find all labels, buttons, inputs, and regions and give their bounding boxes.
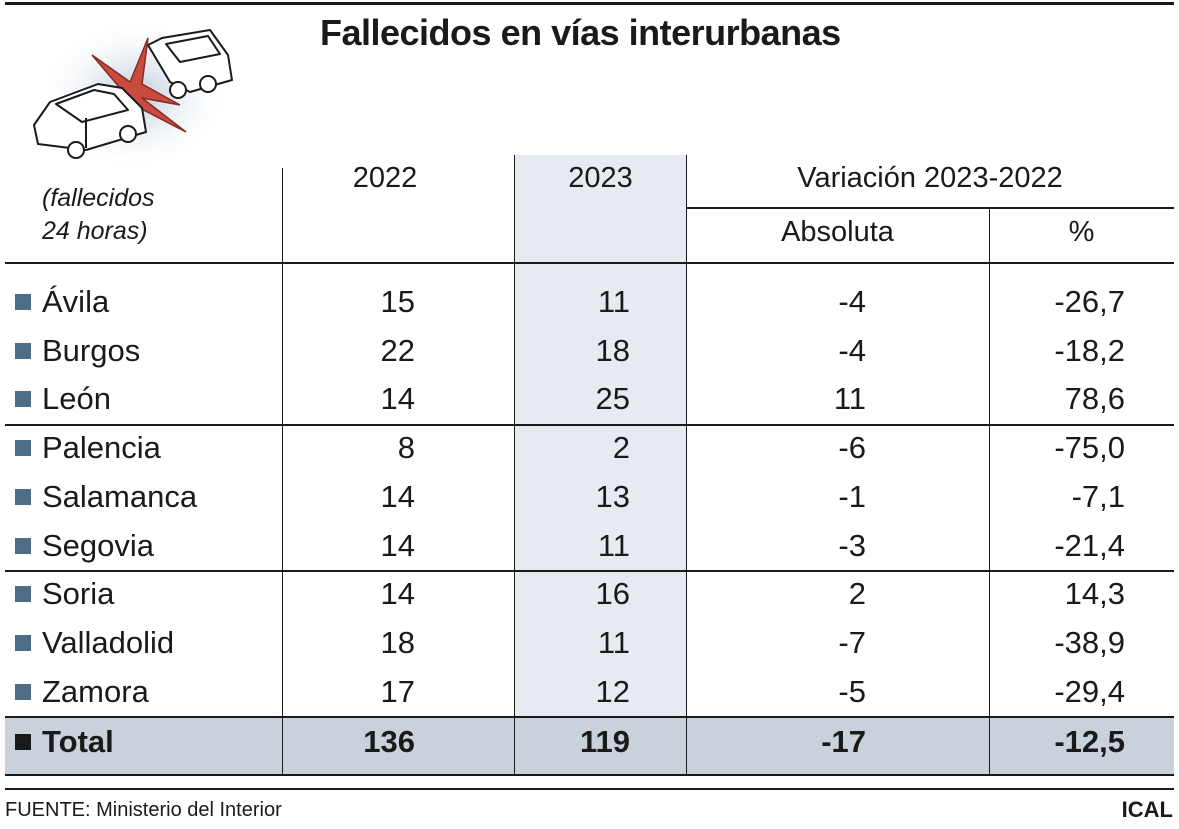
total-percent: -12,5: [1054, 724, 1125, 759]
cell-percent: -38,9: [1054, 625, 1125, 660]
row-label: Zamora: [42, 674, 149, 709]
top-rule: [5, 2, 1174, 5]
row-marker: [15, 343, 31, 359]
column-divider: [514, 155, 515, 775]
cell-2023: 16: [595, 576, 630, 611]
row-label: Ávila: [42, 284, 110, 319]
cell-2023: 25: [595, 381, 630, 416]
cell-2023: 11: [597, 528, 630, 563]
row-label: León: [42, 381, 111, 416]
total-rule: [5, 716, 1174, 718]
header-absolute: Absoluta: [781, 216, 894, 248]
unit-note-line-1: (fallecidos: [42, 184, 155, 212]
cell-percent: -29,4: [1054, 674, 1125, 709]
total-absolute: -17: [821, 724, 866, 759]
cell-absolute: -4: [838, 333, 866, 368]
header-variation: Variación 2023-2022: [797, 162, 1063, 194]
cell-2023: 11: [597, 284, 630, 319]
row-marker: [15, 440, 31, 456]
cell-2023: 18: [595, 333, 630, 368]
cell-2022: 8: [397, 430, 415, 465]
cell-absolute: -4: [838, 284, 866, 319]
cell-2023: 11: [597, 625, 630, 660]
cell-absolute: -5: [838, 674, 866, 709]
header-subrule: [686, 207, 1174, 209]
brand-logo: ICAL: [1121, 797, 1173, 822]
row-marker: [15, 391, 31, 407]
cell-absolute: -7: [838, 625, 866, 660]
total-2023: 119: [579, 724, 630, 759]
cell-absolute: -6: [838, 430, 866, 465]
total-2022: 136: [363, 724, 415, 759]
chart-title: Fallecidos en vías interurbanas: [320, 12, 841, 53]
car-crash-illustration-icon: [20, 10, 250, 175]
cell-2022: 14: [380, 479, 415, 514]
row-label: Palencia: [42, 430, 161, 465]
unit-note: (fallecidos 24 horas): [42, 182, 155, 248]
column-divider: [686, 155, 687, 775]
source-note: FUENTE: Ministerio del Interior: [5, 799, 282, 821]
cell-2022: 14: [380, 576, 415, 611]
cell-percent: -7,1: [1071, 479, 1125, 514]
unit-note-line-2: 24 horas): [42, 217, 148, 245]
table-bottom-rule: [5, 774, 1174, 776]
group-rule: [5, 424, 1174, 426]
row-label: Burgos: [42, 333, 141, 368]
row-marker: [15, 586, 31, 602]
cell-absolute: 11: [833, 381, 866, 416]
cell-percent: 14,3: [1064, 576, 1125, 611]
row-label: Segovia: [42, 528, 155, 563]
cell-2022: 18: [380, 625, 415, 660]
row-marker: [15, 489, 31, 505]
cell-percent: 78,6: [1064, 381, 1125, 416]
cell-2022: 15: [380, 284, 415, 319]
row-marker: [15, 538, 31, 554]
header-2023: 2023: [568, 162, 633, 194]
total-row-background: [5, 718, 1174, 775]
header-2022: 2022: [352, 162, 418, 194]
cell-2022: 22: [380, 333, 415, 368]
header-rule: [5, 262, 1174, 264]
cell-2022: 17: [380, 674, 415, 709]
cell-percent: -21,4: [1054, 528, 1125, 563]
total-label: Total: [42, 724, 114, 759]
cell-2023: 13: [595, 479, 630, 514]
cell-absolute: 2: [848, 576, 866, 611]
group-rule: [5, 570, 1174, 572]
cell-percent: -75,0: [1054, 430, 1125, 465]
cell-percent: -26,7: [1054, 284, 1125, 319]
row-label: Salamanca: [42, 479, 198, 514]
row-marker: [15, 294, 31, 310]
highlight-column-2023: [515, 155, 686, 775]
cell-absolute: -1: [838, 479, 866, 514]
row-marker: [15, 684, 31, 700]
cell-absolute: -3: [838, 528, 866, 563]
total-marker: [15, 734, 31, 750]
cell-2022: 14: [380, 381, 415, 416]
cell-2023: 12: [595, 674, 630, 709]
column-divider: [282, 168, 283, 775]
row-marker: [15, 635, 31, 651]
footer-rule: [5, 788, 1174, 790]
column-divider: [989, 208, 990, 775]
cell-2023: 2: [612, 430, 630, 465]
header-percent: %: [1068, 216, 1095, 248]
cell-percent: -18,2: [1054, 333, 1125, 368]
row-label: Valladolid: [42, 625, 175, 660]
cell-2022: 14: [380, 528, 415, 563]
row-label: Soria: [42, 576, 115, 611]
